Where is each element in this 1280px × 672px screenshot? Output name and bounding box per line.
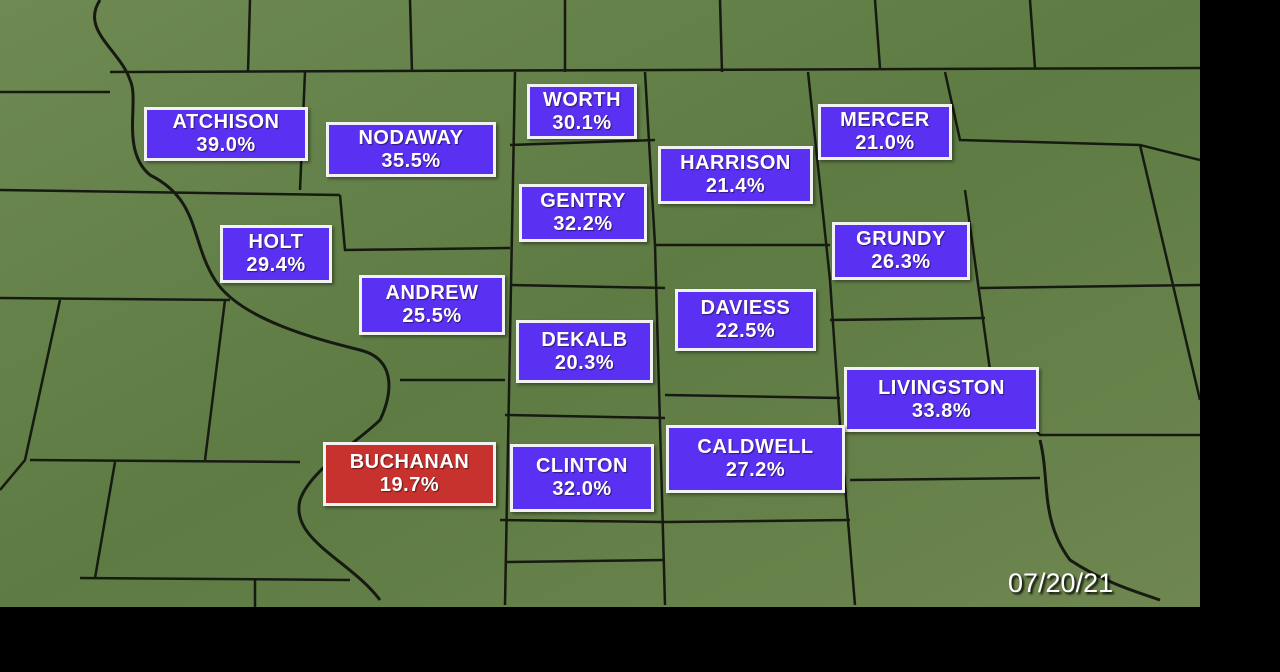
county-name: BUCHANAN xyxy=(349,451,470,473)
county-name: LIVINGSTON xyxy=(878,376,1005,399)
county-label: ANDREW 25.5% xyxy=(359,275,505,335)
county-name: MERCER xyxy=(840,109,930,131)
county-value: 30.1% xyxy=(552,111,612,134)
county-value: 19.7% xyxy=(379,474,440,496)
date-stamp: 07/20/21 xyxy=(1008,568,1114,598)
county-name: HOLT xyxy=(248,231,304,253)
county-label: NODAWAY 35.5% xyxy=(326,122,496,177)
county-value: 33.8% xyxy=(911,399,972,422)
county-label: GRUNDY 26.3% xyxy=(832,222,970,280)
county-value: 22.5% xyxy=(715,320,776,342)
county-label: CLINTON 32.0% xyxy=(510,444,654,512)
county-lines xyxy=(0,0,1200,607)
county-value: 39.0% xyxy=(196,134,256,156)
county-value: 29.4% xyxy=(246,254,306,276)
county-name: DAVIESS xyxy=(700,297,791,319)
county-value: 21.0% xyxy=(855,132,915,154)
county-name: WORTH xyxy=(542,88,622,111)
county-value: 35.5% xyxy=(381,149,441,172)
county-name: CALDWELL xyxy=(697,436,814,458)
county-value: 27.2% xyxy=(725,459,786,481)
county-label: DEKALB 20.3% xyxy=(516,320,653,383)
county-label: WORTH 30.1% xyxy=(527,84,637,139)
river xyxy=(1038,439,1161,602)
county-name: GENTRY xyxy=(540,190,626,212)
county-name: ANDREW xyxy=(385,282,479,304)
county-label: DAVIESS 22.5% xyxy=(675,289,816,351)
county-label: MERCER 21.0% xyxy=(818,104,952,160)
county-value: 21.4% xyxy=(705,175,766,197)
county-name: DEKALB xyxy=(541,328,628,351)
county-name: NODAWAY xyxy=(358,126,464,149)
county-label: ATCHISON 39.0% xyxy=(144,107,308,161)
county-name: GRUNDY xyxy=(856,228,946,250)
county-label: HARRISON 21.4% xyxy=(658,146,813,204)
county-value: 20.3% xyxy=(554,351,615,374)
county-label: GENTRY 32.2% xyxy=(519,184,647,242)
county-name: HARRISON xyxy=(680,152,791,174)
county-name: CLINTON xyxy=(535,455,628,477)
county-label: LIVINGSTON 33.8% xyxy=(844,367,1039,432)
county-label: CALDWELL 27.2% xyxy=(666,425,845,493)
county-value: 25.5% xyxy=(402,305,462,327)
county-value: 26.3% xyxy=(871,251,931,273)
county-label: HOLT 29.4% xyxy=(220,225,332,283)
river xyxy=(93,0,391,601)
county-name: ATCHISON xyxy=(172,111,280,133)
county-value: 32.0% xyxy=(552,478,612,500)
county-label: BUCHANAN 19.7% xyxy=(323,442,496,506)
county-value: 32.2% xyxy=(553,213,613,235)
